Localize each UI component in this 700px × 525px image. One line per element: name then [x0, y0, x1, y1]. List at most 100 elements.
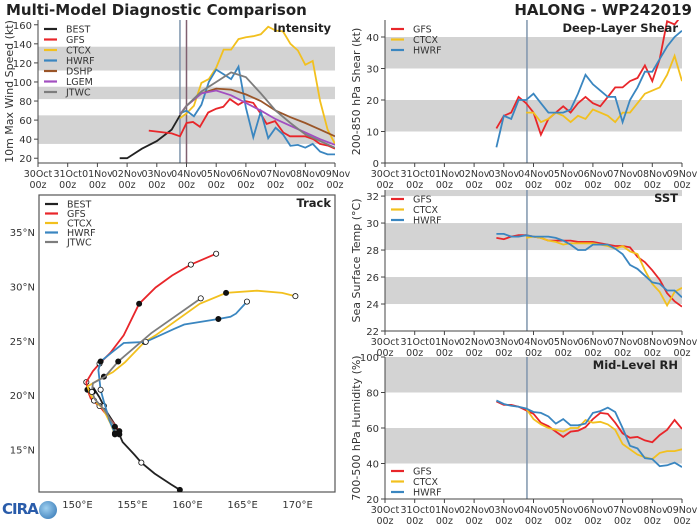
y-tick-label: 60	[19, 116, 32, 127]
lon-label: 160°E	[172, 500, 202, 511]
x-tick-date: 05Nov	[201, 169, 232, 180]
y-tick-label: 10	[366, 128, 379, 139]
x-tick-date: 30Oct	[371, 169, 400, 180]
track-marker	[97, 358, 104, 365]
y-tick-label: 28	[366, 246, 379, 257]
x-tick-hour: 00z	[644, 180, 661, 191]
x-tick-hour: 00z	[148, 180, 165, 191]
x-tick-date: 05Nov	[548, 169, 579, 180]
x-tick-date: 09Nov	[667, 337, 698, 348]
x-tick-hour: 00z	[29, 180, 46, 191]
x-tick-date: 07Nov	[607, 337, 638, 348]
lon-label: 150°E	[62, 500, 92, 511]
y-tick-label: 30	[366, 219, 379, 230]
y-tick-label: 40	[366, 33, 379, 44]
track-marker	[97, 386, 104, 393]
legend-label: BEST	[66, 25, 91, 36]
x-tick-date: 02Nov	[112, 169, 143, 180]
series-line-ctcx	[179, 25, 335, 145]
globe-icon	[38, 500, 57, 519]
legend-label: JTWC	[66, 238, 92, 249]
lat-label: 15°N	[10, 446, 35, 457]
x-tick-hour: 00z	[555, 516, 572, 525]
y-tick-label: 26	[366, 273, 379, 284]
track-marker	[136, 300, 143, 307]
x-tick-hour: 00z	[89, 180, 106, 191]
x-tick-hour: 00z	[326, 180, 343, 191]
x-tick-date: 30Oct	[24, 169, 53, 180]
x-tick-hour: 00z	[376, 348, 393, 359]
x-tick-hour: 00z	[614, 348, 631, 359]
x-tick-date: 06Nov	[578, 337, 609, 348]
x-tick-date: 05Nov	[548, 505, 579, 516]
x-tick-hour: 00z	[267, 180, 284, 191]
intensity-panel: 2040608010012014016030Oct00z31Oct00z01No…	[3, 20, 351, 191]
series-line-hwrf	[495, 30, 682, 148]
x-tick-hour: 00z	[436, 348, 453, 359]
x-tick-date: 08Nov	[637, 337, 668, 348]
track-frame	[38, 194, 336, 493]
track-marker	[111, 430, 118, 437]
x-tick-date: 09Nov	[667, 505, 698, 516]
x-tick-hour: 00z	[495, 348, 512, 359]
series-group	[495, 20, 682, 148]
panel-title: Track	[297, 196, 332, 210]
y-tick-label: 22	[366, 327, 379, 338]
x-tick-hour: 00z	[555, 180, 572, 191]
x-tick-hour: 00z	[584, 516, 601, 525]
legend-label: BEST	[67, 200, 92, 211]
series-line-best	[119, 114, 181, 160]
track-marker	[223, 289, 230, 296]
lat-label: 35°N	[10, 228, 35, 239]
x-tick-hour: 00z	[59, 180, 76, 191]
x-tick-date: 09Nov	[667, 169, 698, 180]
x-tick-date: 09Nov	[320, 169, 351, 180]
x-tick-date: 01Nov	[429, 337, 460, 348]
legend-label: CTCX	[413, 205, 439, 216]
track-marker	[197, 295, 204, 302]
legend-label: CTCX	[413, 35, 439, 46]
lon-label: 155°E	[117, 500, 147, 511]
series-line-lgem	[179, 89, 335, 146]
x-tick-date: 08Nov	[637, 169, 668, 180]
lon-label: 170°E	[282, 500, 312, 511]
x-tick-date: 04Nov	[171, 169, 202, 180]
x-tick-hour: 00z	[495, 516, 512, 525]
legend-label: HWRF	[66, 56, 95, 67]
x-tick-date: 03Nov	[488, 505, 519, 516]
x-tick-hour: 00z	[406, 348, 423, 359]
series-group	[119, 25, 335, 160]
legend-label: GFS	[67, 209, 86, 220]
x-tick-hour: 00z	[673, 348, 690, 359]
x-tick-date: 30Oct	[371, 505, 400, 516]
cira-logo-text: CIRA	[2, 500, 39, 518]
x-tick-hour: 00z	[495, 180, 512, 191]
y-tick-label: 0	[373, 159, 379, 170]
x-tick-date: 03Nov	[141, 169, 172, 180]
legend-label: HWRF	[413, 216, 442, 227]
x-tick-date: 03Nov	[488, 169, 519, 180]
x-tick-hour: 00z	[466, 180, 483, 191]
gray-band	[385, 428, 682, 464]
track-marker	[292, 293, 299, 300]
lat-label: 25°N	[10, 337, 35, 348]
x-tick-hour: 00z	[673, 516, 690, 525]
y-tick-label: 30	[366, 65, 379, 76]
legend-label: GFS	[66, 35, 85, 46]
lon-label: 165°E	[227, 500, 257, 511]
track-line-hwrf	[97, 300, 248, 434]
y-tick-label: 20	[366, 495, 379, 506]
y-tick-label: 32	[366, 192, 379, 203]
gray-band	[385, 37, 682, 69]
series-line-ctcx	[526, 53, 682, 124]
x-tick-hour: 00z	[237, 180, 254, 191]
x-tick-hour: 00z	[406, 180, 423, 191]
x-tick-hour: 00z	[555, 348, 572, 359]
gray-band	[385, 357, 682, 393]
gray-band	[385, 100, 682, 132]
x-tick-hour: 00z	[614, 180, 631, 191]
x-tick-hour: 00z	[466, 516, 483, 525]
x-tick-date: 31Oct	[400, 505, 429, 516]
x-tick-date: 04Nov	[518, 505, 549, 516]
